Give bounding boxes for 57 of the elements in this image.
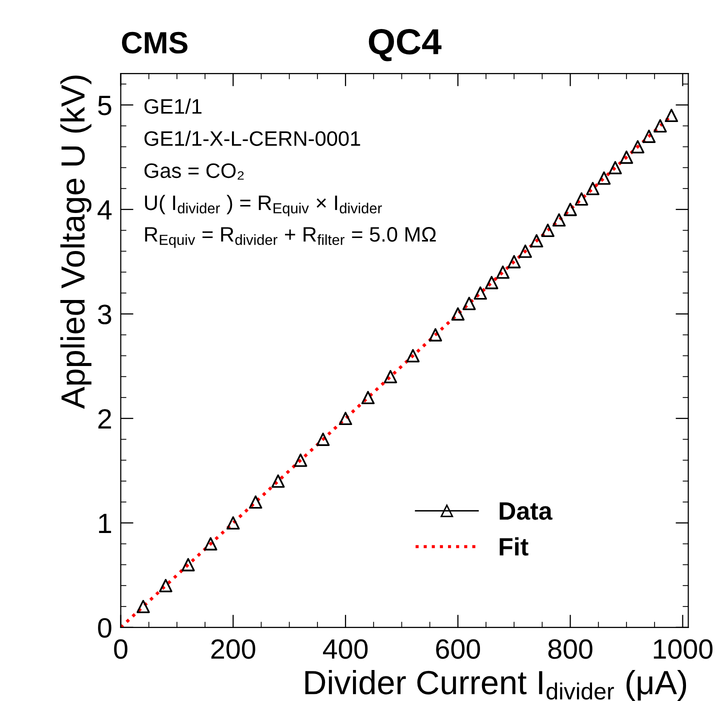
point <box>518 244 532 258</box>
chart-title: QC4 <box>368 28 442 62</box>
text: CMS <box>122 32 188 54</box>
point <box>564 202 577 216</box>
annotation: GE1/1 <box>144 98 202 114</box>
point <box>642 130 656 143</box>
legend-label: Fit <box>500 537 528 556</box>
point <box>248 495 262 509</box>
point <box>574 192 588 206</box>
point <box>294 454 308 467</box>
point <box>384 370 398 384</box>
point <box>316 432 330 446</box>
point <box>597 171 611 185</box>
y-tick-label: 0 <box>98 618 112 638</box>
point <box>338 412 352 426</box>
point <box>620 150 634 164</box>
annotation: U( I$_{divider}$ ) = R$_{Equiv}$ × I$_{divider}$ <box>145 194 382 216</box>
x-tick-label: 400 <box>322 639 368 659</box>
annotation: GE1/1-X-L-CERN-0001 <box>144 130 360 146</box>
point <box>226 516 240 530</box>
point <box>496 265 510 279</box>
y-tick-label: 2 <box>98 409 112 428</box>
point <box>361 390 375 404</box>
x-axis-title: Divider Current I$_{divider}$ (μA) <box>305 670 686 701</box>
point <box>586 182 600 196</box>
point <box>428 328 442 342</box>
point <box>484 276 498 290</box>
y-tick-label: 4 <box>98 200 112 220</box>
point <box>451 307 465 321</box>
y-tick-label: 3 <box>98 304 112 324</box>
x-tick-label: 1000 <box>654 639 712 659</box>
x-tick-label: 600 <box>436 639 480 659</box>
point <box>136 600 150 614</box>
point <box>654 119 667 132</box>
y-tick-label: 1 <box>99 514 112 533</box>
x-tick-label: 0 <box>114 639 128 659</box>
point <box>552 213 566 227</box>
y-tick-label: 5 <box>98 96 112 116</box>
point <box>204 537 218 550</box>
point <box>664 108 678 122</box>
point <box>541 224 554 237</box>
point <box>182 558 195 572</box>
point <box>406 349 420 362</box>
point <box>474 286 488 300</box>
point <box>271 474 285 488</box>
x-tick-label: 200 <box>211 639 256 659</box>
point <box>159 578 172 592</box>
point <box>631 140 644 154</box>
point <box>530 234 544 248</box>
point <box>608 161 622 174</box>
annotation: Gas = CO₂ <box>144 163 244 180</box>
annotation: R$_{Equiv}$ = R$_{divider}$ + R$_{filter}$ = 5.0 MΩ <box>145 227 436 248</box>
legend-label: Data <box>500 502 552 520</box>
point <box>462 296 476 310</box>
x-tick-label: 800 <box>548 639 592 659</box>
y-axis-title: Applied Voltage U (kV) <box>60 76 92 409</box>
point <box>507 255 521 268</box>
